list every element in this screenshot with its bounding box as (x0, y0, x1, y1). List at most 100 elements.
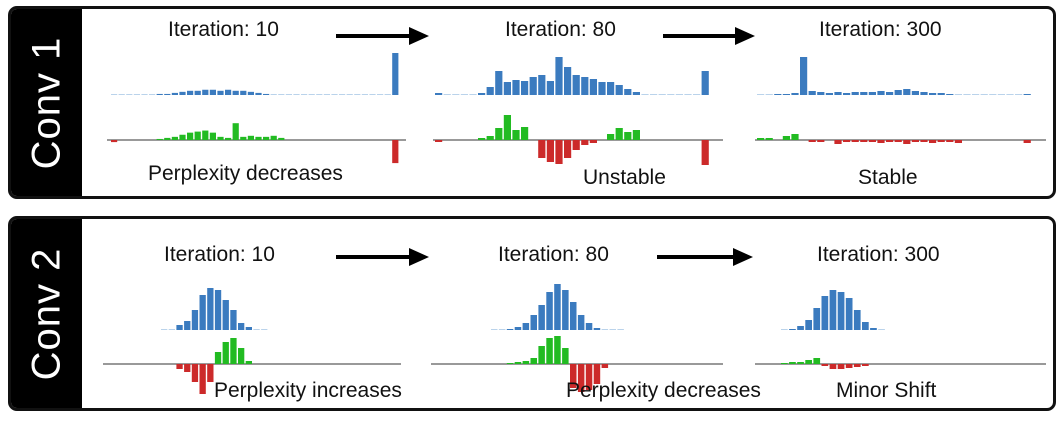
weight-histogram-bar (522, 323, 530, 330)
shift-histogram-bar-positive (179, 134, 186, 140)
weight-histogram-bar (1006, 94, 1014, 95)
weight-histogram-bar (693, 94, 701, 95)
weight-histogram-bar (843, 93, 851, 95)
weight-histogram-bar (911, 91, 919, 95)
shift-histogram-bar-negative (1023, 140, 1031, 143)
weight-histogram-bar (821, 296, 829, 330)
shift-histogram-bar-negative (920, 140, 928, 142)
weight-histogram-bar (346, 94, 353, 95)
weight-histogram-bar (894, 90, 902, 95)
weight-histogram-bar (1015, 94, 1023, 95)
shift-histogram-bar-positive (813, 358, 821, 364)
weight-histogram-bar (593, 328, 601, 330)
conv1-iteration-10: Iteration: 10 (168, 18, 279, 41)
shift-histogram-bar-positive (522, 361, 530, 364)
weight-histogram-bar (133, 94, 140, 95)
weight-histogram-bar (989, 94, 997, 95)
weight-histogram-bar (184, 321, 191, 330)
weight-histogram-bar (782, 94, 790, 95)
shift-histogram-bar-negative (851, 140, 859, 142)
weight-histogram-bar (187, 90, 194, 95)
weight-histogram-bar (512, 80, 520, 95)
weight-histogram-bar (240, 90, 247, 95)
shift-histogram-bar-negative (111, 140, 118, 143)
weight-histogram-bar (585, 323, 593, 330)
conv1-note-perplexity-decreases: Perplexity decreases (148, 162, 343, 185)
shift-histogram-bar-positive (214, 352, 222, 364)
weight-histogram-bar (285, 94, 292, 95)
shift-histogram-bar-positive (797, 362, 804, 364)
shift-histogram-bar-negative (564, 140, 572, 158)
weight-histogram-bar (293, 94, 300, 95)
shift-histogram-bar-positive (782, 136, 790, 140)
weight-histogram-bar (851, 92, 859, 95)
weight-histogram-bar (562, 290, 569, 330)
conv1-side-label: Conv 1 (11, 9, 82, 196)
weight-histogram-bar (270, 94, 277, 95)
weight-histogram-bar (929, 93, 937, 95)
weight-histogram-bar (323, 94, 330, 95)
weight-histogram-bar (495, 71, 503, 95)
weight-histogram-bar (126, 94, 133, 95)
shift-histogram-bar-positive (202, 130, 209, 140)
shift-histogram-bar-positive (615, 128, 623, 140)
weight-histogram-bar (538, 305, 545, 330)
weight-histogram-bar (161, 329, 168, 330)
weight-histogram-bar (392, 53, 399, 95)
shift-histogram-bar-negative (808, 140, 816, 142)
weight-histogram-bar (491, 329, 498, 330)
weight-histogram-bar (598, 82, 606, 95)
weight-histogram-bar (202, 89, 209, 95)
weight-histogram-bar (230, 310, 237, 330)
weight-histogram-bar (675, 94, 683, 95)
shift-histogram-bar-positive (270, 135, 277, 140)
weight-histogram-bar (179, 91, 186, 95)
weight-histogram-bar (808, 91, 816, 95)
flow-arrow (663, 27, 755, 45)
weight-histogram-bar (641, 94, 649, 95)
shift-histogram-bar-negative (176, 364, 183, 369)
weight-histogram-bar (176, 325, 183, 330)
shift-histogram-bar-positive (232, 123, 239, 140)
weight-histogram-bar (486, 87, 494, 95)
shift-histogram-bar-positive (486, 136, 494, 140)
shift-histogram-bar-positive (781, 363, 788, 364)
weight-histogram-bar (118, 94, 125, 95)
weight-histogram-bar (225, 89, 232, 95)
weight-histogram-bar (963, 94, 971, 95)
weight-histogram-bar (232, 90, 239, 95)
weight-histogram-bar (797, 326, 804, 330)
weight-histogram-bar (261, 329, 268, 330)
weight-histogram-bar (168, 329, 175, 330)
weight-histogram-bar (546, 81, 554, 95)
weight-histogram-bar (789, 329, 796, 330)
shift-histogram-bar-negative (184, 364, 191, 372)
shift-histogram-bar-negative (843, 140, 851, 142)
shift-histogram-bar-positive (230, 338, 237, 364)
shift-histogram-bar-negative (435, 140, 443, 142)
weight-histogram-bar (194, 90, 201, 95)
weight-histogram-bar (954, 94, 962, 95)
shift-histogram-bar-positive (506, 363, 514, 364)
shift-histogram-bar-positive (530, 358, 537, 364)
shift-histogram-bar-positive (164, 137, 171, 140)
shift-histogram-bar-positive (478, 138, 486, 140)
weight-histogram-bar (920, 92, 928, 95)
shift-histogram-bar-positive (805, 360, 812, 364)
shift-histogram-bar-negative (555, 140, 563, 164)
weight-histogram-bar (589, 79, 597, 95)
weight-histogram-bar (361, 94, 368, 95)
weight-histogram-bar (601, 329, 609, 330)
weight-histogram-bar (521, 81, 529, 95)
weight-histogram-bar (111, 94, 118, 95)
weight-histogram-bar (538, 75, 546, 95)
shift-histogram-bar-negative (894, 140, 902, 142)
shift-histogram-bar-positive (757, 138, 765, 140)
weight-histogram-bar (834, 92, 842, 95)
conv1-panel: Conv 1 Iteration: 10 Iteration: 80 Itera… (8, 6, 1056, 199)
conv2-iteration-300: Iteration: 300 (817, 243, 940, 266)
shift-histogram-bar-negative (834, 140, 842, 144)
weight-histogram-bar (862, 322, 869, 330)
shift-histogram-bar-negative (538, 140, 546, 158)
weight-histogram-bar (443, 94, 451, 95)
